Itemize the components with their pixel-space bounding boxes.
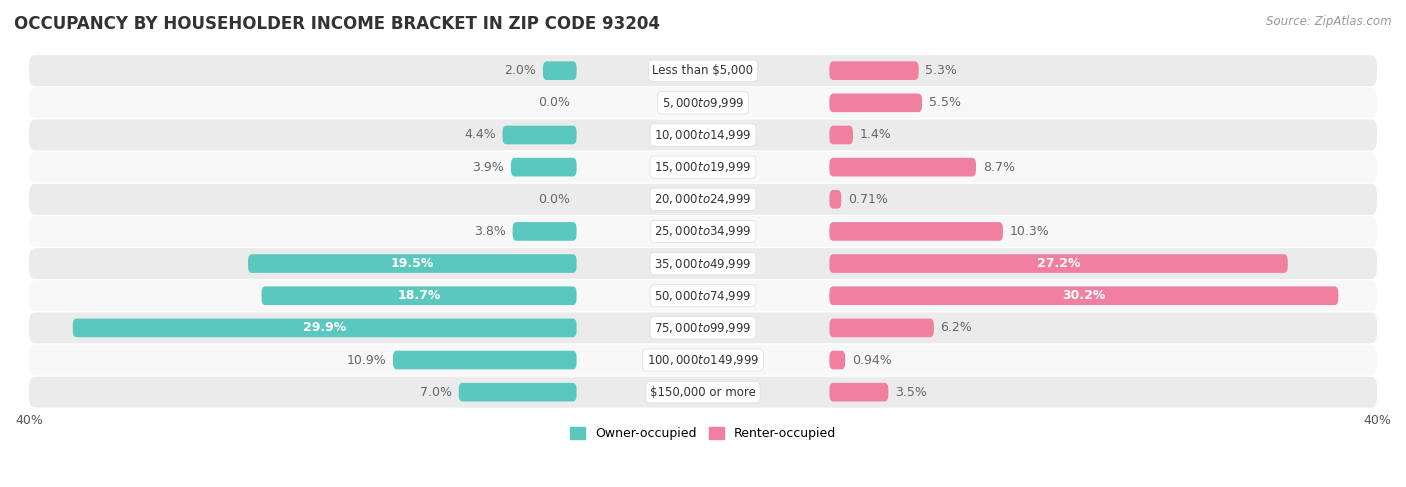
FancyBboxPatch shape: [262, 286, 576, 305]
FancyBboxPatch shape: [830, 318, 934, 337]
Text: 1.4%: 1.4%: [859, 129, 891, 142]
Text: $35,000 to $49,999: $35,000 to $49,999: [654, 257, 752, 271]
Text: 19.5%: 19.5%: [391, 257, 434, 270]
FancyBboxPatch shape: [392, 351, 576, 369]
Legend: Owner-occupied, Renter-occupied: Owner-occupied, Renter-occupied: [565, 422, 841, 445]
Text: 2.0%: 2.0%: [505, 64, 536, 77]
Text: 6.2%: 6.2%: [941, 321, 973, 335]
Text: 3.9%: 3.9%: [472, 161, 505, 174]
Text: Source: ZipAtlas.com: Source: ZipAtlas.com: [1267, 15, 1392, 28]
FancyBboxPatch shape: [30, 345, 1376, 375]
Text: 18.7%: 18.7%: [398, 289, 440, 302]
FancyBboxPatch shape: [830, 254, 1288, 273]
FancyBboxPatch shape: [458, 383, 576, 401]
FancyBboxPatch shape: [510, 158, 576, 176]
FancyBboxPatch shape: [30, 281, 1376, 311]
Text: $5,000 to $9,999: $5,000 to $9,999: [662, 96, 744, 110]
FancyBboxPatch shape: [513, 222, 576, 241]
FancyBboxPatch shape: [830, 61, 918, 80]
FancyBboxPatch shape: [30, 55, 1376, 86]
Text: Less than $5,000: Less than $5,000: [652, 64, 754, 77]
FancyBboxPatch shape: [830, 190, 841, 208]
Text: 3.5%: 3.5%: [896, 386, 927, 399]
Text: $75,000 to $99,999: $75,000 to $99,999: [654, 321, 752, 335]
Text: 3.8%: 3.8%: [474, 225, 506, 238]
FancyBboxPatch shape: [30, 87, 1376, 118]
FancyBboxPatch shape: [30, 151, 1376, 183]
Text: 0.0%: 0.0%: [538, 96, 569, 109]
Text: 5.3%: 5.3%: [925, 64, 957, 77]
Text: 0.0%: 0.0%: [538, 193, 569, 206]
FancyBboxPatch shape: [830, 222, 1002, 241]
Text: 29.9%: 29.9%: [304, 321, 346, 335]
FancyBboxPatch shape: [830, 383, 889, 401]
FancyBboxPatch shape: [502, 126, 576, 144]
Text: 10.3%: 10.3%: [1010, 225, 1049, 238]
Text: 5.5%: 5.5%: [929, 96, 960, 109]
FancyBboxPatch shape: [30, 184, 1376, 215]
Text: 10.9%: 10.9%: [346, 354, 387, 367]
Text: $25,000 to $34,999: $25,000 to $34,999: [654, 225, 752, 239]
Text: 8.7%: 8.7%: [983, 161, 1015, 174]
Text: $100,000 to $149,999: $100,000 to $149,999: [647, 353, 759, 367]
FancyBboxPatch shape: [30, 248, 1376, 279]
Text: 27.2%: 27.2%: [1036, 257, 1080, 270]
Text: 7.0%: 7.0%: [420, 386, 451, 399]
FancyBboxPatch shape: [30, 119, 1376, 150]
FancyBboxPatch shape: [830, 94, 922, 112]
Text: $10,000 to $14,999: $10,000 to $14,999: [654, 128, 752, 142]
Text: 30.2%: 30.2%: [1062, 289, 1105, 302]
Text: OCCUPANCY BY HOUSEHOLDER INCOME BRACKET IN ZIP CODE 93204: OCCUPANCY BY HOUSEHOLDER INCOME BRACKET …: [14, 15, 659, 33]
Text: 0.94%: 0.94%: [852, 354, 891, 367]
FancyBboxPatch shape: [30, 313, 1376, 343]
FancyBboxPatch shape: [830, 351, 845, 369]
Text: $15,000 to $19,999: $15,000 to $19,999: [654, 160, 752, 174]
Text: $50,000 to $74,999: $50,000 to $74,999: [654, 289, 752, 303]
FancyBboxPatch shape: [830, 158, 976, 176]
FancyBboxPatch shape: [830, 126, 853, 144]
FancyBboxPatch shape: [30, 216, 1376, 247]
Text: $20,000 to $24,999: $20,000 to $24,999: [654, 192, 752, 206]
FancyBboxPatch shape: [30, 377, 1376, 408]
FancyBboxPatch shape: [830, 286, 1339, 305]
FancyBboxPatch shape: [73, 318, 576, 337]
Text: 4.4%: 4.4%: [464, 129, 496, 142]
Text: $150,000 or more: $150,000 or more: [650, 386, 756, 399]
FancyBboxPatch shape: [247, 254, 576, 273]
Text: 0.71%: 0.71%: [848, 193, 889, 206]
FancyBboxPatch shape: [543, 61, 576, 80]
